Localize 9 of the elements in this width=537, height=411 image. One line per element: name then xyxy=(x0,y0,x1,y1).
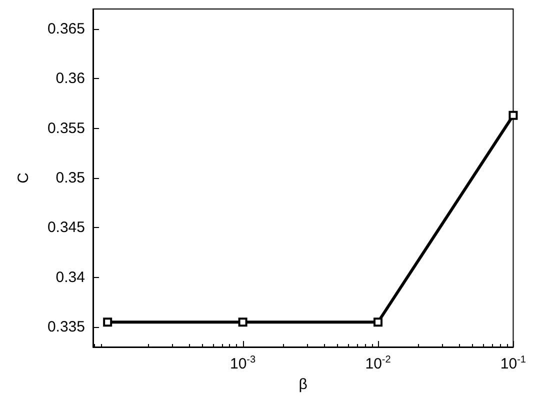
y-tick-label: 0.335 xyxy=(47,318,85,336)
y-tick-label: 0.35 xyxy=(56,170,85,186)
y-tick-label: 0.36 xyxy=(56,70,85,88)
y-tick-label: 0.365 xyxy=(47,20,85,38)
x-axis-title: β xyxy=(298,376,308,393)
y-tick-label: 0.345 xyxy=(47,219,85,236)
y-tick-label: 0.355 xyxy=(47,120,85,137)
y-axis-title: C xyxy=(15,172,32,184)
y-tick-label: 0.34 xyxy=(56,268,85,286)
